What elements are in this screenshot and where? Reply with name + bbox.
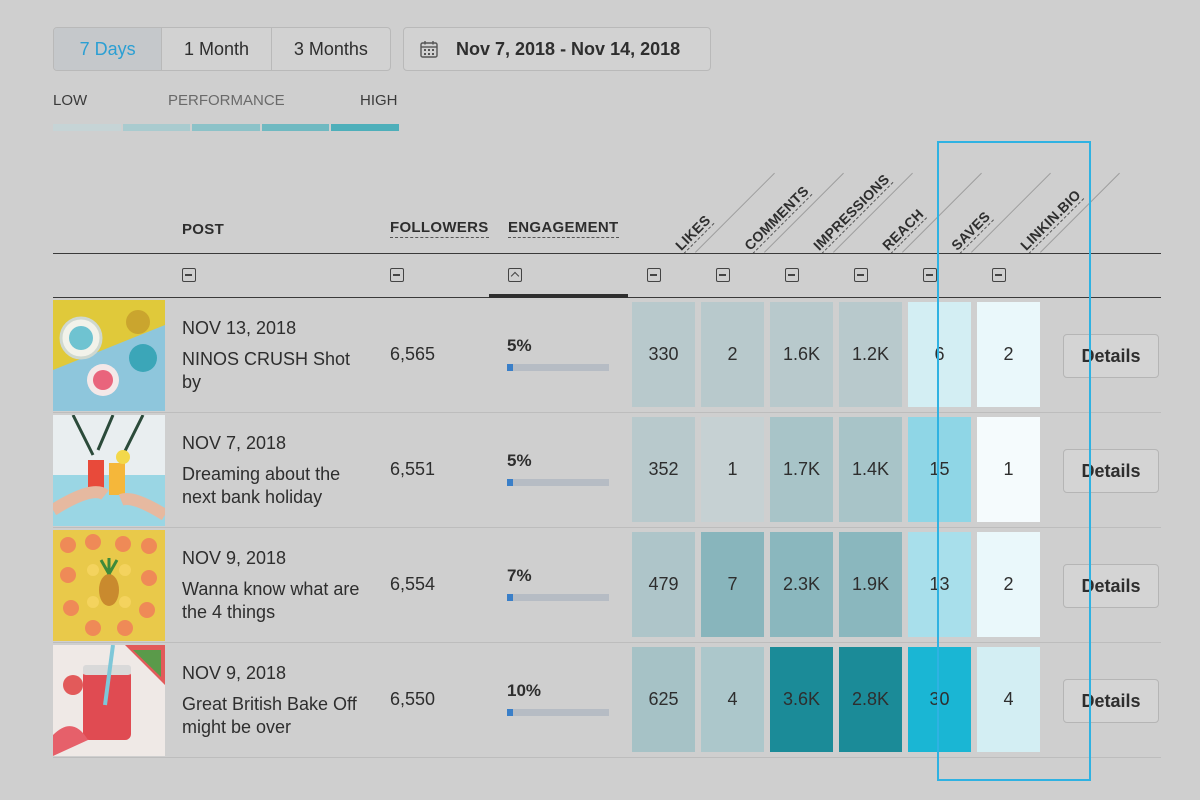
performance-low-label: LOW — [53, 92, 88, 109]
metric-reach: 2.8K — [839, 647, 902, 752]
performance-gradient-segment — [261, 124, 330, 131]
tab-7-days[interactable]: 7 Days — [54, 28, 163, 70]
followers-count: 6,565 — [390, 344, 436, 364]
date-range-label: Nov 7, 2018 - Nov 14, 2018 — [456, 38, 681, 59]
post-thumbnail[interactable] — [53, 300, 165, 411]
metric-saves: 13 — [908, 532, 971, 637]
tab-3-months[interactable]: 3 Months — [293, 38, 368, 59]
engagement-value: 7% — [507, 566, 532, 585]
header-likes[interactable]: LIKES — [672, 211, 715, 255]
header-divider-top — [53, 253, 1161, 254]
header-likes-label: LIKES — [672, 211, 715, 255]
sort-up-icon-engagement[interactable] — [508, 268, 522, 282]
engagement-value: 5% — [507, 451, 532, 470]
engagement-bar — [507, 594, 609, 601]
followers-count: 6,551 — [390, 459, 436, 479]
metric-saves: 15 — [908, 417, 971, 522]
post-date: NOV 9, 2018 — [182, 663, 287, 683]
engagement-value: 10% — [507, 681, 542, 700]
post-date: NOV 13, 2018 — [182, 318, 297, 338]
metric-comments: 2 — [701, 302, 764, 407]
header-post: POST — [182, 221, 225, 238]
collapse-icon-linkin-bio[interactable] — [992, 268, 1006, 282]
metric-impressions: 1.6K — [770, 302, 833, 407]
performance-gradient-segment — [122, 124, 191, 131]
header-comments[interactable]: COMMENTS — [741, 182, 813, 255]
highlight-box — [937, 141, 1091, 781]
engagement-active-indicator — [489, 294, 628, 298]
table-row: NOV 7, 2018 Dreaming about the next bank … — [53, 413, 1161, 528]
post-date: NOV 9, 2018 — [182, 548, 287, 568]
performance-gradient-segment — [192, 124, 260, 131]
engagement-bar-fill — [507, 364, 513, 371]
tab-1-month[interactable]: 1 Month — [162, 28, 272, 70]
collapse-icon-post[interactable] — [182, 268, 196, 282]
engagement-bar — [507, 479, 609, 486]
performance-gradient-bar — [53, 124, 399, 131]
post-caption: Great British Bake Off might be over — [182, 694, 357, 737]
table-row: NOV 13, 2018 NINOS CRUSH Shot by 6,565 5% 33… — [53, 298, 1161, 413]
post-thumbnail[interactable] — [53, 530, 165, 641]
followers-count: 6,554 — [390, 574, 436, 594]
collapse-icon-followers[interactable] — [390, 268, 404, 282]
details-button[interactable]: Details — [1063, 564, 1159, 608]
metric-likes: 330 — [632, 302, 695, 407]
engagement-bar — [507, 709, 609, 716]
table-row: NOV 9, 2018 Wanna know what are the 4 thi… — [53, 528, 1161, 643]
metric-saves: 30 — [908, 647, 971, 752]
collapse-icon-reach[interactable] — [854, 268, 868, 282]
metric-linkin-bio: 4 — [977, 647, 1040, 752]
metric-linkin-bio: 2 — [977, 302, 1040, 407]
performance-title: PERFORMANCE — [168, 92, 285, 109]
engagement-bar-fill — [507, 479, 513, 486]
collapse-icon-saves[interactable] — [923, 268, 937, 282]
header-followers[interactable]: FOLLOWERS — [390, 219, 489, 238]
header-reach[interactable]: REACH — [879, 205, 928, 255]
collapse-icon-likes[interactable] — [647, 268, 661, 282]
metric-reach: 1.2K — [839, 302, 902, 407]
metric-impressions: 1.7K — [770, 417, 833, 522]
metric-linkin-bio: 1 — [977, 417, 1040, 522]
details-button[interactable]: Details — [1063, 449, 1159, 493]
engagement-bar-fill — [507, 709, 513, 716]
metric-likes: 479 — [632, 532, 695, 637]
metric-saves: 6 — [908, 302, 971, 407]
header-reach-label: REACH — [879, 205, 928, 255]
table-row: NOV 9, 2018 Great British Bake Off might … — [53, 643, 1161, 758]
details-button[interactable]: Details — [1063, 334, 1159, 378]
metric-comments: 4 — [701, 647, 764, 752]
post-thumbnail[interactable] — [53, 415, 165, 526]
metric-comments: 7 — [701, 532, 764, 637]
details-button[interactable]: Details — [1063, 679, 1159, 723]
performance-high-label: HIGH — [360, 92, 398, 109]
metric-linkin-bio: 2 — [977, 532, 1040, 637]
post-caption: NINOS CRUSH Shot by — [182, 349, 351, 392]
post-thumbnail[interactable] — [53, 645, 165, 756]
date-range-tabs: 7 Days 1 Month 3 Months — [53, 27, 391, 71]
performance-gradient-segment — [331, 124, 399, 131]
post-caption: Dreaming about the next bank holiday — [182, 464, 341, 507]
header-engagement[interactable]: ENGAGEMENT — [508, 219, 619, 238]
metric-likes: 625 — [632, 647, 695, 752]
metric-impressions: 3.6K — [770, 647, 833, 752]
performance-gradient-segment — [53, 124, 121, 131]
metric-likes: 352 — [632, 417, 695, 522]
collapse-icon-comments[interactable] — [716, 268, 730, 282]
calendar-icon — [420, 40, 438, 58]
metric-comments: 1 — [701, 417, 764, 522]
metric-impressions: 2.3K — [770, 532, 833, 637]
post-caption: Wanna know what are the 4 things — [182, 579, 360, 622]
date-range-picker[interactable]: Nov 7, 2018 - Nov 14, 2018 — [403, 27, 711, 71]
post-date: NOV 7, 2018 — [182, 433, 287, 453]
header-comments-label: COMMENTS — [741, 182, 813, 255]
metric-reach: 1.9K — [839, 532, 902, 637]
engagement-value: 5% — [507, 336, 532, 355]
collapse-icon-impressions[interactable] — [785, 268, 799, 282]
engagement-bar-fill — [507, 594, 513, 601]
engagement-bar — [507, 364, 609, 371]
metric-reach: 1.4K — [839, 417, 902, 522]
followers-count: 6,550 — [390, 689, 436, 709]
